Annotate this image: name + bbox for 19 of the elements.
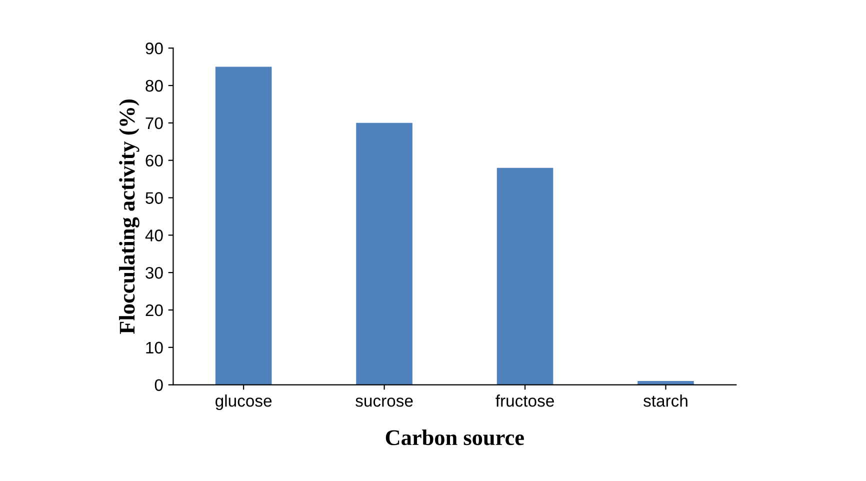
y-tick-label: 10 (146, 342, 163, 354)
x-tick-label: starch (644, 394, 688, 407)
y-tick-label: 90 (146, 42, 163, 54)
bar (356, 122, 412, 385)
x-tick-label: fructose (496, 394, 554, 407)
y-tick-label: 20 (146, 304, 163, 316)
bar (496, 168, 554, 385)
y-tick-label: 50 (146, 192, 163, 204)
y-tick-label: 0 (154, 379, 163, 392)
y-tick-label: 40 (145, 230, 163, 242)
y-axis-title: Flocculating activity (%) (119, 100, 140, 334)
y-tick-label: 30 (146, 266, 163, 279)
x-tick-label: glucose (216, 394, 272, 410)
x-axis-title: Carbon source (386, 430, 524, 446)
y-tick-label: 80 (146, 80, 163, 92)
x-tick-label: sucrose (356, 398, 413, 407)
y-tick-label: 70 (146, 117, 163, 130)
bar (215, 66, 272, 385)
y-tick-label: 60 (146, 154, 163, 167)
